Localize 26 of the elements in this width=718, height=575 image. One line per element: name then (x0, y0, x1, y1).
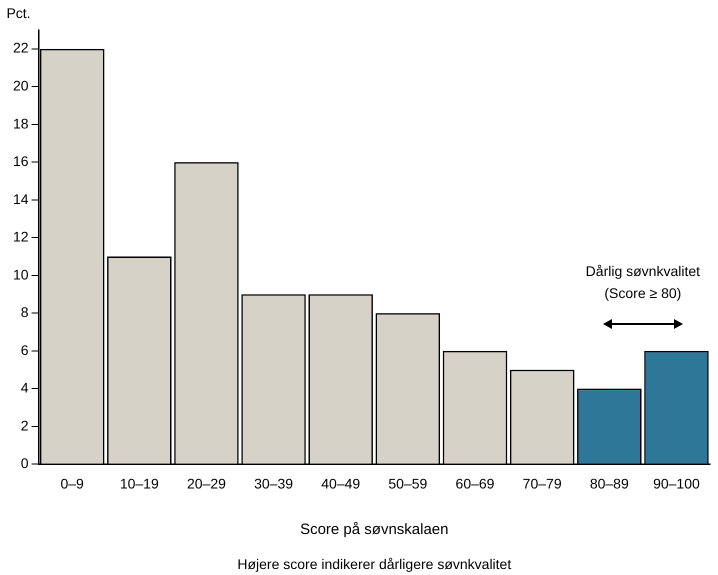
y-tick-label: 14 (12, 190, 29, 207)
y-tick-label: 2 (20, 417, 29, 434)
y-tick-label: 0 (20, 455, 29, 472)
y-tick-label: 12 (12, 228, 29, 245)
x-tick-label: 0–9 (60, 475, 84, 492)
x-tick-label: 20–29 (186, 475, 226, 492)
y-tick-label: 10 (12, 266, 29, 282)
x-tick-label: 70–79 (522, 475, 562, 492)
x-tick-label: 10–19 (120, 475, 159, 492)
y-axis-title: Pct. (6, 4, 31, 21)
x-tick-label: 60–69 (456, 475, 495, 492)
y-tick-label: 6 (20, 342, 29, 358)
y-tick-label: 20 (12, 77, 29, 94)
y-tick-label: 22 (12, 40, 29, 56)
x-axis-title: Score på søvnskalaen (300, 521, 448, 538)
y-tick-label: 18 (12, 115, 29, 132)
x-tick-label: 40–49 (321, 475, 360, 492)
x-tick-label: 90–100 (653, 475, 700, 492)
x-tick-label: 80–89 (590, 475, 629, 492)
y-tick-label: 8 (20, 304, 29, 320)
text: Højere score indikerer dårligere søvnkvalitet (237, 556, 512, 572)
x-tick-label: 30–39 (254, 475, 294, 492)
y-tick-label: 16 (12, 153, 29, 170)
y-tick-label: 4 (20, 380, 29, 396)
x-tick-label: 50–59 (388, 475, 428, 492)
annotation: Dårlig søvnkvalitet (Score ≥ 80) (586, 262, 700, 301)
